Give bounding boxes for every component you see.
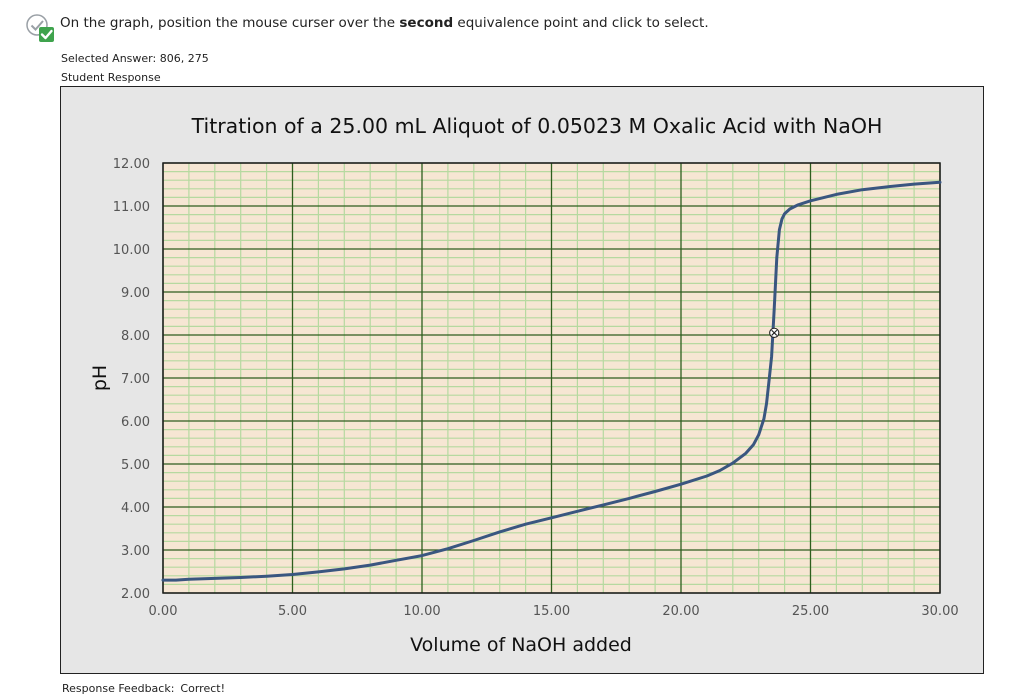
question-suffix: equivalence point and click to select. [453, 15, 709, 31]
y-tick-label: 10.00 [113, 243, 150, 258]
plot-border [162, 162, 941, 594]
y-tick-label: 2.00 [121, 587, 150, 602]
y-tick-label: 3.00 [121, 544, 150, 559]
x-tick-label: 20.00 [662, 604, 699, 619]
question-prefix: On the graph, position the mouse curser … [60, 15, 400, 31]
x-tick-label: 10.00 [403, 604, 440, 619]
y-tick-label: 7.00 [121, 372, 150, 387]
y-tick-label: 11.00 [113, 200, 150, 215]
y-tick-label: 6.00 [121, 415, 150, 430]
question-text: On the graph, position the mouse curser … [60, 15, 709, 31]
y-tick-label: 12.00 [113, 157, 150, 172]
selected-answer: Selected Answer: 806, 275 [61, 52, 209, 65]
x-tick-label: 25.00 [792, 604, 829, 619]
x-tick-label: 15.00 [533, 604, 570, 619]
response-feedback: Response Feedback: Correct! [62, 682, 225, 695]
selected-point-cross-icon [771, 329, 778, 336]
y-tick-label: 4.00 [121, 501, 150, 516]
chart-title: Titration of a 25.00 mL Aliquot of 0.050… [191, 114, 883, 138]
y-tick-label: 8.00 [121, 329, 150, 344]
question-emphasis: second [399, 15, 454, 31]
x-tick-label: 30.00 [921, 604, 958, 619]
y-tick-label: 5.00 [121, 458, 150, 473]
titration-chart[interactable]: 0.00 5.00 10.00 15.00 20.00 25.00 30.00 2.00 3.0… [61, 87, 982, 672]
student-response-chart[interactable]: 0.00 5.00 10.00 15.00 20.00 25.00 30.00 2.00 3.0… [60, 86, 984, 674]
titration-curve [161, 180, 942, 582]
graded-correct-icon [26, 14, 54, 42]
feedback-label: Response Feedback: [62, 682, 175, 695]
student-response-label: Student Response [61, 71, 161, 84]
y-tick-label: 9.00 [121, 286, 150, 301]
feedback-value: Correct! [180, 682, 225, 695]
x-tick-label: 5.00 [278, 604, 307, 619]
x-tick-label: 0.00 [149, 604, 178, 619]
x-axis-label: Volume of NaOH added [410, 634, 632, 656]
y-axis-label: pH [89, 365, 111, 391]
